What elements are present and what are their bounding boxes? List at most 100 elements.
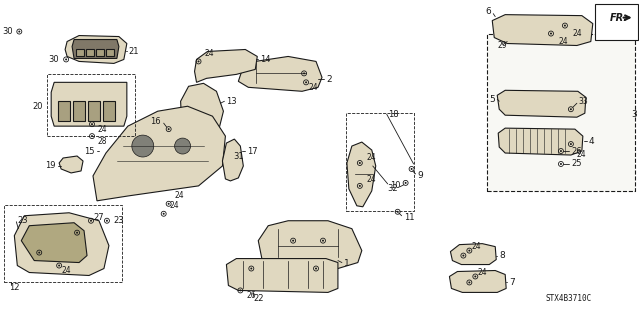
Text: 33: 33 <box>579 97 589 106</box>
Text: 18: 18 <box>388 110 398 119</box>
Text: 31: 31 <box>234 152 244 160</box>
Circle shape <box>411 168 413 170</box>
Circle shape <box>19 31 20 33</box>
Text: 24: 24 <box>175 191 184 200</box>
Text: 24: 24 <box>367 152 376 161</box>
Polygon shape <box>51 82 127 126</box>
Text: 24: 24 <box>170 201 179 210</box>
Text: 19: 19 <box>45 161 55 170</box>
Text: 1: 1 <box>344 259 349 268</box>
Text: 24: 24 <box>477 268 487 277</box>
Text: 12: 12 <box>10 283 20 292</box>
Circle shape <box>474 276 476 278</box>
Text: 24: 24 <box>205 49 214 58</box>
Circle shape <box>250 268 252 270</box>
Circle shape <box>550 33 552 34</box>
Text: 17: 17 <box>247 146 258 156</box>
Circle shape <box>570 143 572 145</box>
Text: 24: 24 <box>61 266 71 275</box>
Circle shape <box>90 220 92 222</box>
Bar <box>346 113 413 211</box>
Text: 22: 22 <box>253 294 264 303</box>
Polygon shape <box>59 156 83 173</box>
Circle shape <box>163 213 164 215</box>
Text: STX4B3710C: STX4B3710C <box>545 294 591 303</box>
Text: 24: 24 <box>98 125 108 134</box>
Text: 32: 32 <box>387 184 397 193</box>
Polygon shape <box>449 271 506 293</box>
Text: 25: 25 <box>571 160 581 168</box>
Circle shape <box>560 150 562 152</box>
Circle shape <box>359 162 361 164</box>
Circle shape <box>106 220 108 222</box>
Text: FR.: FR. <box>610 13 628 23</box>
Text: 14: 14 <box>260 55 271 64</box>
Circle shape <box>564 25 566 26</box>
Circle shape <box>359 185 361 187</box>
Text: 29: 29 <box>497 41 507 50</box>
Text: 5: 5 <box>490 95 495 104</box>
Polygon shape <box>259 221 362 271</box>
Text: 24: 24 <box>308 83 317 92</box>
Text: 24: 24 <box>367 175 376 184</box>
Polygon shape <box>347 142 376 207</box>
Circle shape <box>58 264 60 267</box>
Circle shape <box>76 232 78 234</box>
Circle shape <box>322 240 324 241</box>
Circle shape <box>560 163 562 165</box>
Text: 24: 24 <box>573 29 582 38</box>
Text: 8: 8 <box>499 251 505 260</box>
Text: 26: 26 <box>246 291 256 300</box>
Text: 10: 10 <box>390 182 400 190</box>
Circle shape <box>91 135 93 137</box>
Circle shape <box>315 268 317 270</box>
Bar <box>47 74 135 136</box>
Text: 15: 15 <box>84 146 95 156</box>
Text: 3: 3 <box>631 110 637 119</box>
Polygon shape <box>65 35 127 63</box>
Text: 28: 28 <box>98 137 108 145</box>
Circle shape <box>570 108 572 110</box>
Text: 11: 11 <box>404 213 414 222</box>
Text: 23: 23 <box>17 216 28 225</box>
Polygon shape <box>195 49 257 82</box>
Text: 4: 4 <box>589 137 595 145</box>
Circle shape <box>175 138 191 154</box>
Text: 30: 30 <box>3 27 13 36</box>
Text: 21: 21 <box>129 47 140 56</box>
Circle shape <box>168 128 170 130</box>
Text: 7: 7 <box>509 278 515 287</box>
Circle shape <box>305 81 307 83</box>
Circle shape <box>404 182 406 184</box>
Text: 30: 30 <box>49 55 59 64</box>
Circle shape <box>168 203 170 205</box>
Bar <box>76 49 84 56</box>
Text: 27: 27 <box>93 213 104 222</box>
Circle shape <box>397 211 399 213</box>
Polygon shape <box>451 244 496 264</box>
Text: 24: 24 <box>559 37 568 46</box>
Bar <box>88 101 100 121</box>
Bar <box>4 205 122 282</box>
Text: 23: 23 <box>113 216 124 225</box>
Bar <box>595 4 637 40</box>
Circle shape <box>303 72 305 74</box>
Circle shape <box>198 60 200 63</box>
Polygon shape <box>498 128 583 155</box>
Circle shape <box>462 255 465 256</box>
Circle shape <box>468 249 470 252</box>
Text: 16: 16 <box>150 117 161 126</box>
Polygon shape <box>14 213 109 276</box>
Circle shape <box>38 252 40 254</box>
Polygon shape <box>238 56 322 91</box>
Bar <box>487 33 635 191</box>
Text: 26: 26 <box>571 146 582 156</box>
Bar <box>58 101 70 121</box>
Polygon shape <box>93 106 225 201</box>
Bar <box>86 49 94 56</box>
Polygon shape <box>497 90 586 117</box>
Circle shape <box>91 123 93 125</box>
Circle shape <box>468 281 470 284</box>
Bar <box>96 49 104 56</box>
Polygon shape <box>227 259 338 293</box>
